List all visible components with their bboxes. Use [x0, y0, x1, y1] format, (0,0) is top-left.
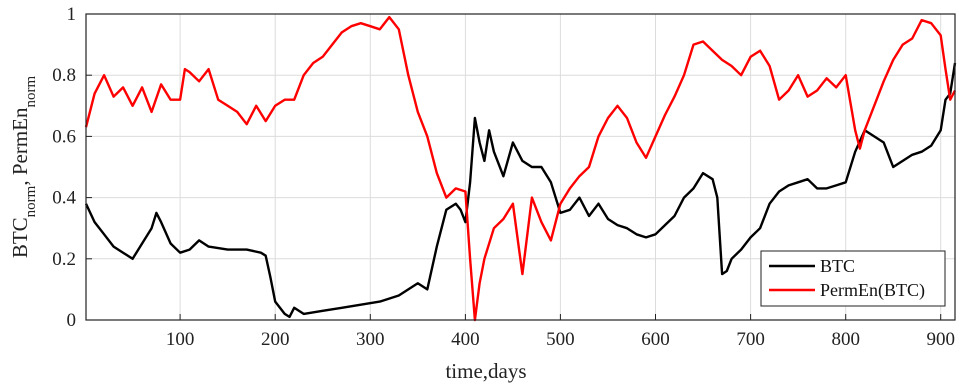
- legend-box: [760, 250, 946, 307]
- legend: BTC PermEn(BTC): [760, 250, 946, 307]
- y-tick-label: 0.8: [52, 65, 76, 86]
- series-line-btc: [84, 62, 957, 319]
- x-tick-label: 100: [166, 329, 195, 350]
- y-axis-ticks: 0 0.2 0.4 0.6 0.8 1: [52, 4, 92, 331]
- x-tick-label: 300: [356, 329, 385, 350]
- x-axis-label: time,days: [445, 359, 526, 383]
- x-tick-label: 900: [926, 329, 955, 350]
- legend-label-permen: PermEn(BTC): [820, 280, 925, 301]
- y-tick-label: 0.6: [52, 126, 76, 147]
- plot-frame: [85, 13, 956, 321]
- series-lines: [84, 15, 957, 322]
- x-tick-label: 400: [451, 329, 480, 350]
- y-tick-label: 0: [67, 310, 77, 331]
- series-line-permen-btc: [84, 15, 957, 322]
- x-tick-label: 700: [736, 329, 765, 350]
- y-tick-label: 0.4: [52, 188, 76, 209]
- y-axis-label: BTCnorm, PermEnnorm: [8, 76, 39, 259]
- y-tick-label: 0.2: [52, 249, 76, 270]
- x-tick-label: 800: [831, 329, 860, 350]
- x-tick-label: 200: [261, 329, 290, 350]
- x-tick-label: 600: [641, 329, 670, 350]
- x-tick-label: 500: [546, 329, 575, 350]
- y-tick-label: 1: [67, 4, 77, 25]
- x-axis-ticks: 100 200 300 400 500 600 700 800 900: [166, 314, 955, 350]
- legend-label-btc: BTC: [820, 256, 855, 276]
